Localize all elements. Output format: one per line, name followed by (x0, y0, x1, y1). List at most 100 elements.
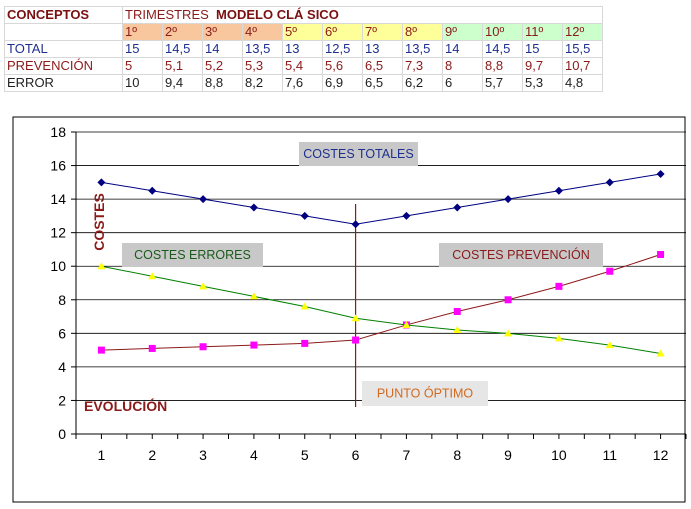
data-point (402, 211, 411, 220)
y-tick-label: 0 (58, 426, 66, 442)
row-label: TOTAL (4, 40, 123, 58)
table-cell: 8,8 (202, 74, 243, 92)
table-cell: 13 (362, 40, 403, 58)
quarter-row: 1º 2º 3º 4º 5º 6º 7º 8º 9º 10º 11º 12º (4, 23, 603, 41)
table-cell: 5,3 (242, 57, 283, 75)
y-tick-label: 8 (58, 292, 66, 308)
row-total: TOTAL 15 14,5 14 13,5 13 12,5 13 13,5 14 14,5 15 15… (4, 40, 603, 58)
annotation-box (362, 381, 488, 406)
annotation-label: COSTES ERRORES (134, 248, 251, 262)
quarter-header: 7º (362, 23, 403, 41)
annotation-label: COSTES TOTALES (303, 147, 413, 161)
data-point (504, 296, 512, 304)
data-point (148, 272, 157, 280)
x-tick-label: 2 (148, 447, 156, 463)
table-cell: 9,4 (162, 74, 203, 92)
table-cell: 15 (522, 40, 563, 58)
data-point (148, 344, 156, 352)
x-axis-title: EVOLUCIÓN (84, 397, 167, 414)
table-cell: 6,9 (322, 74, 363, 92)
data-point (555, 282, 563, 290)
data-point (97, 178, 106, 187)
x-tick-label: 1 (98, 447, 106, 463)
table-cell: 10 (122, 74, 163, 92)
series-line-1 (101, 254, 661, 351)
y-tick-label: 2 (58, 392, 66, 408)
quarter-header: 6º (322, 23, 363, 41)
y-tick-label: 10 (50, 258, 66, 274)
x-tick-label: 6 (352, 447, 360, 463)
data-point (199, 195, 208, 204)
data-point (605, 341, 614, 349)
data-point (351, 220, 360, 229)
data-point (605, 178, 614, 187)
annotation-label: COSTES PREVENCIÓN (452, 247, 590, 262)
data-point (352, 336, 360, 344)
data-point (656, 169, 665, 178)
data-point (453, 308, 461, 316)
data-point (504, 329, 513, 337)
data-point (554, 186, 563, 195)
quarter-header: 10º (482, 23, 523, 41)
quarter-header: 12º (562, 23, 603, 41)
table-cell: 5,7 (482, 74, 523, 92)
table-cell: 5,3 (522, 74, 563, 92)
data-point (453, 203, 462, 212)
chart-frame (12, 116, 686, 503)
x-tick-label: 5 (301, 447, 309, 463)
quarter-header: 8º (402, 23, 443, 41)
row-error: ERROR 10 9,4 8,8 8,2 7,6 6,9 6,5 6,2 6 5,7 5,3 4,8 (4, 74, 603, 92)
data-point (148, 186, 157, 195)
quarter-header: 4º (242, 23, 283, 41)
data-point (300, 302, 309, 310)
y-tick-label: 16 (50, 158, 66, 174)
modelo-label: MODELO CLÁ SICO (216, 7, 339, 22)
table-cell: 14,5 (482, 40, 523, 58)
data-point (453, 325, 462, 333)
series-line-0 (101, 173, 661, 225)
data-table: CONCEPTOS TRIMESTRES MODELO CLÁ SICO 1º 2… (4, 6, 603, 92)
series-line-2 (101, 265, 661, 354)
x-tick-label: 8 (453, 447, 461, 463)
y-tick-label: 6 (58, 325, 66, 341)
table-cell: 13,5 (402, 40, 443, 58)
table-cell: 10,7 (562, 57, 603, 75)
data-point (657, 250, 665, 258)
x-tick-label: 11 (602, 447, 617, 463)
annotation-box (122, 243, 263, 267)
x-tick-label: 3 (199, 447, 207, 463)
x-tick-label: 10 (551, 447, 567, 463)
table-cell: 5,6 (322, 57, 363, 75)
table-cell: 5,2 (202, 57, 243, 75)
table-cell: 12,5 (322, 40, 363, 58)
row-label: ERROR (4, 74, 123, 92)
y-tick-label: 14 (50, 191, 66, 207)
annotation-box (299, 142, 418, 166)
data-point (504, 195, 513, 204)
quarter-header: 3º (202, 23, 243, 41)
annotation-label: PUNTO ÓPTIMO (377, 386, 474, 401)
data-point (199, 343, 207, 351)
data-point (97, 262, 106, 270)
trimestres-label: TRIMESTRES (125, 7, 209, 22)
y-tick-label: 18 (50, 124, 66, 140)
data-point (97, 346, 105, 354)
x-tick-label: 7 (403, 447, 411, 463)
table-cell: 9,7 (522, 57, 563, 75)
row-prevencion: PREVENCIÓN 5 5,1 5,2 5,3 5,4 5,6 6,5 7,3 8 8,8 9,7… (4, 57, 603, 75)
x-tick-label: 12 (653, 447, 669, 463)
quarter-header: 11º (522, 23, 563, 41)
table-cell: 14 (442, 40, 483, 58)
y-tick-label: 12 (50, 225, 66, 241)
data-point (199, 282, 208, 290)
y-axis-title: COSTES (91, 193, 107, 251)
data-point (300, 211, 309, 220)
data-point (249, 292, 258, 300)
table-cell: 4,8 (562, 74, 603, 92)
x-tick-label: 4 (250, 447, 258, 463)
annotation-box (439, 243, 603, 267)
data-point (351, 314, 360, 322)
y-tick-label: 4 (58, 359, 66, 375)
x-tick-label: 9 (504, 447, 512, 463)
